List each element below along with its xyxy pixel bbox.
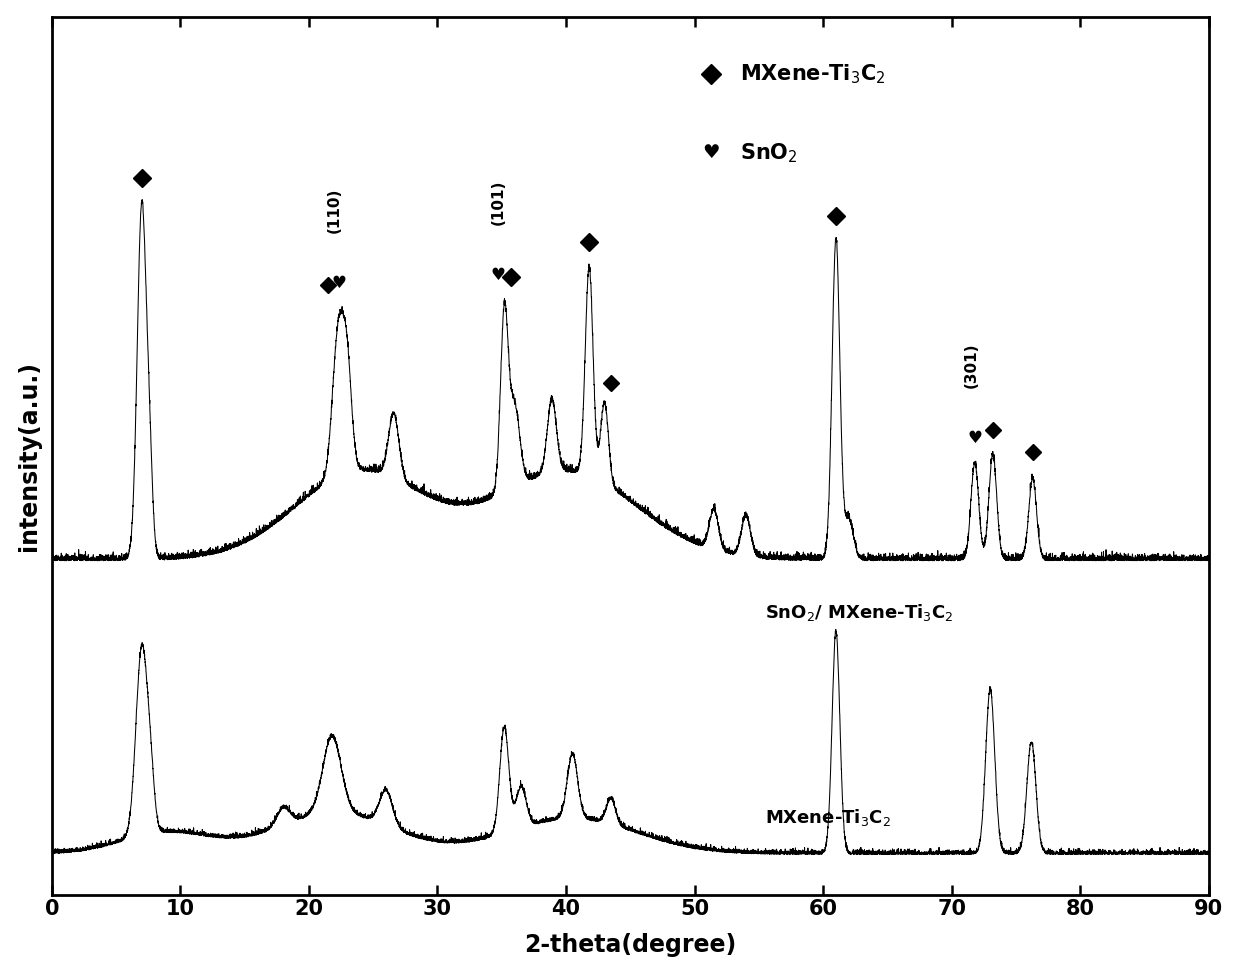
- Text: MXene-Ti$_3$C$_2$: MXene-Ti$_3$C$_2$: [740, 62, 885, 86]
- Text: MXene-Ti$_3$C$_2$: MXene-Ti$_3$C$_2$: [765, 807, 892, 828]
- Text: (110): (110): [327, 188, 342, 234]
- Y-axis label: intensity(a.u.): intensity(a.u.): [16, 360, 41, 550]
- Text: ♥: ♥: [491, 266, 506, 284]
- Text: (301): (301): [963, 343, 978, 388]
- Text: (101): (101): [490, 180, 506, 225]
- Text: SnO$_2$: SnO$_2$: [740, 141, 797, 165]
- X-axis label: 2-theta(degree): 2-theta(degree): [525, 933, 737, 957]
- Text: ♥: ♥: [967, 429, 982, 446]
- Text: ♥: ♥: [703, 143, 720, 163]
- Text: SnO$_2$/ MXene-Ti$_3$C$_2$: SnO$_2$/ MXene-Ti$_3$C$_2$: [765, 602, 954, 623]
- Text: ♥: ♥: [331, 274, 346, 292]
